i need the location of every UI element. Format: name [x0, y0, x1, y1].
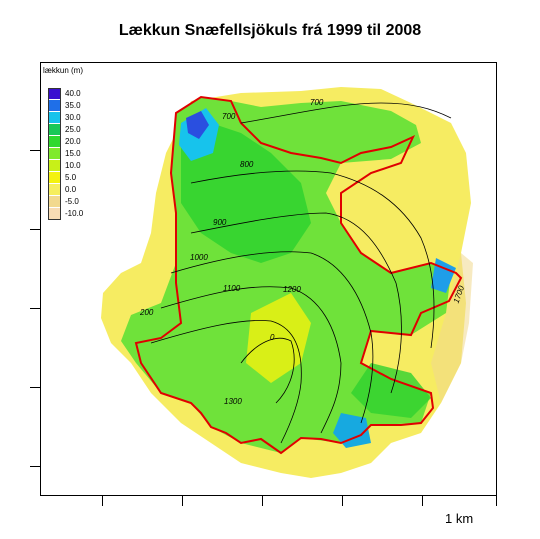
legend-swatch	[48, 184, 61, 195]
map-frame	[40, 62, 497, 496]
legend-label: 15.0	[65, 149, 81, 158]
legend-swatch	[48, 100, 61, 111]
glacier-outline	[134, 95, 463, 455]
scale-label: 1 km	[445, 511, 474, 526]
legend-label: -10.0	[65, 209, 84, 218]
y-axis-tick	[30, 308, 40, 309]
contour-label-800: 800	[240, 160, 254, 169]
x-axis-tick	[422, 496, 423, 506]
legend-label: 5.0	[65, 173, 77, 182]
legend-swatch-border	[48, 88, 61, 220]
map-title: Lækkun Snæfellsjökuls frá 1999 til 2008	[118, 22, 422, 39]
contour-label-1300: 1300	[224, 397, 242, 406]
contour-label-0: 0	[270, 333, 275, 342]
legend-swatch	[48, 148, 61, 159]
x-axis-tick	[102, 496, 103, 506]
y-axis-tick	[30, 229, 40, 230]
legend-label: 0.0	[65, 185, 77, 194]
legend-label: 10.0	[65, 161, 81, 170]
legend-swatch	[48, 136, 61, 147]
contour-label-1200: 1200	[283, 285, 301, 294]
x-axis-tick	[496, 496, 497, 506]
legend-swatch	[48, 160, 61, 171]
glacier-zone-green-east	[351, 363, 431, 418]
contour-label-700-north: 700	[310, 98, 324, 107]
y-axis-tick	[30, 387, 40, 388]
y-axis-tick	[30, 466, 40, 467]
legend-title: lækkun (m)	[43, 66, 84, 75]
y-axis-tick	[30, 150, 40, 151]
legend-swatch	[48, 196, 61, 207]
high-loss-zone-east	[431, 258, 456, 293]
legend-swatch	[48, 124, 61, 135]
margin-terrain-area	[431, 253, 473, 403]
contour-label-700-west: 700	[222, 112, 236, 121]
glacier-zone-green	[181, 123, 311, 263]
contour-label-900: 900	[213, 218, 227, 227]
contour-label-200: 200	[140, 308, 154, 317]
legend-swatch	[48, 112, 61, 123]
contour-label-1100: 1100	[223, 284, 241, 293]
x-axis-tick	[182, 496, 183, 506]
legend-swatch	[48, 88, 61, 99]
contour-lines	[150, 102, 452, 444]
legend-label: 25.0	[65, 125, 81, 134]
legend-label: 35.0	[65, 101, 81, 110]
legend-label: 20.0	[65, 137, 81, 146]
legend-label: 40.0	[65, 89, 81, 98]
legend-swatch	[48, 172, 61, 183]
legend-label: -5.0	[65, 197, 79, 206]
highest-loss-zone	[186, 111, 209, 139]
x-axis-tick	[262, 496, 263, 506]
contour-label-1000: 1000	[190, 253, 208, 262]
x-axis-tick	[342, 496, 343, 506]
legend-swatch	[48, 208, 61, 219]
legend-label: 30.0	[65, 113, 81, 122]
elevation-change-map	[101, 87, 473, 478]
